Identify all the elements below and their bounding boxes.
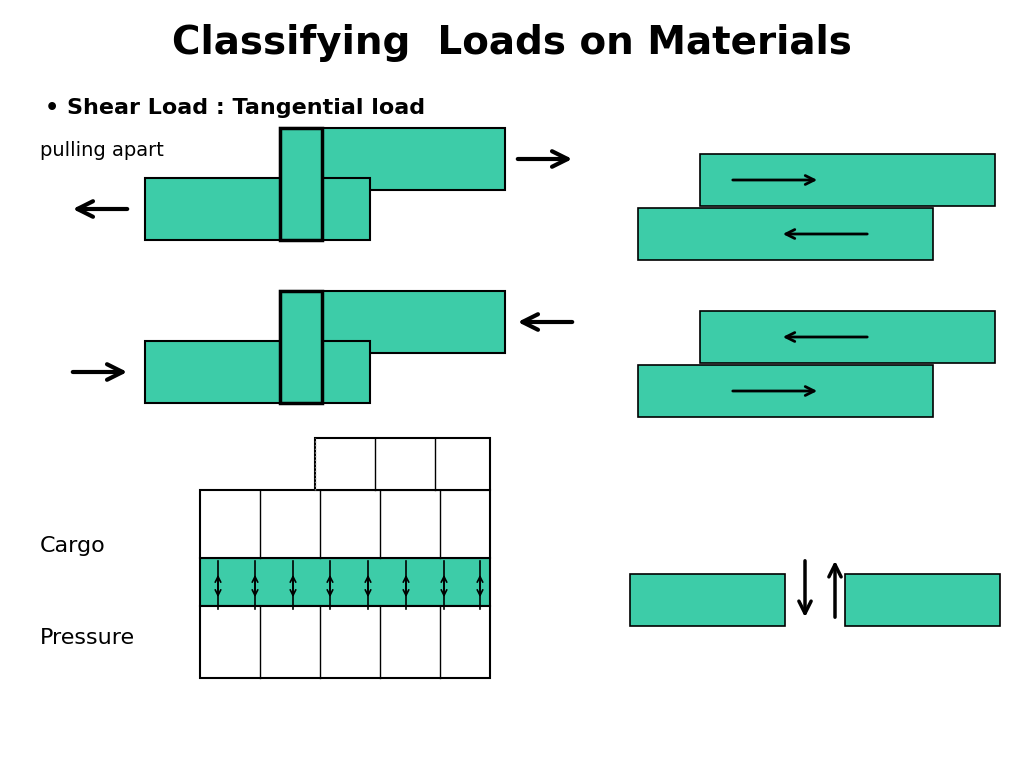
Text: Classifying  Loads on Materials: Classifying Loads on Materials (172, 24, 852, 62)
Bar (845, 574, 1000, 626)
Text: pulling apart: pulling apart (40, 141, 164, 160)
Text: Pressure: Pressure (40, 628, 135, 648)
Bar (280, 128, 505, 190)
Bar (638, 208, 933, 260)
Bar (200, 490, 490, 558)
Bar (700, 154, 995, 206)
Bar (638, 365, 933, 417)
Bar (200, 606, 490, 678)
Text: • Shear Load : Tangential load: • Shear Load : Tangential load (45, 98, 425, 118)
Bar (280, 128, 322, 240)
Bar (145, 178, 370, 240)
Bar (200, 558, 490, 606)
Text: Cargo: Cargo (40, 536, 105, 556)
Bar (280, 291, 322, 403)
Bar (700, 311, 995, 363)
Bar (145, 341, 370, 403)
Bar (315, 438, 490, 490)
Bar (280, 291, 505, 353)
Bar (630, 574, 785, 626)
